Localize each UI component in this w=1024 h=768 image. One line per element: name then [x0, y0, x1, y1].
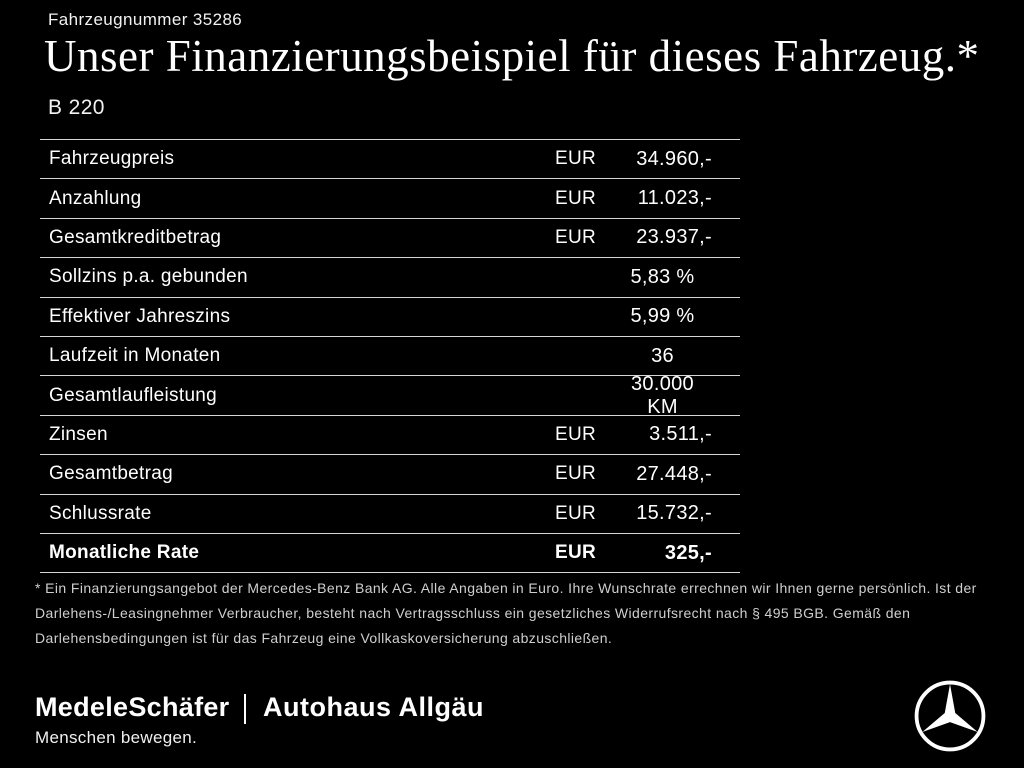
row-value: 36	[651, 344, 674, 367]
vehicle-model: B 220	[48, 96, 105, 119]
row-currency: EUR	[555, 423, 597, 445]
table-row: Sollzins p.a. gebunden 5,83 %	[40, 257, 740, 296]
row-value: 5,83 %	[630, 265, 695, 288]
table-row: Gesamtlaufleistung 30.000 KM	[40, 373, 740, 418]
row-currency: EUR	[555, 463, 597, 485]
row-label: Gesamtbetrag	[49, 463, 173, 485]
footer: MedeleSchäfer Menschen bewegen. Autohaus…	[35, 680, 1024, 762]
row-value: 15.732,-	[636, 502, 712, 525]
mercedes-star-icon	[914, 680, 986, 752]
row-currency: EUR	[555, 226, 597, 248]
table-row: Effektiver Jahreszins 5,99 %	[40, 296, 740, 336]
row-label: Laufzeit in Monaten	[49, 345, 221, 367]
row-value: 325,-	[664, 541, 712, 564]
dealer-tagline: Menschen bewegen.	[35, 728, 197, 747]
row-label: Gesamtkreditbetrag	[49, 226, 222, 248]
row-currency: EUR	[555, 148, 597, 170]
dealer-logo-autohaus-allgaeu: Autohaus Allgäu	[263, 692, 484, 722]
row-value: 30.000 KM	[631, 372, 694, 418]
row-currency: EUR	[555, 502, 597, 524]
row-label: Gesamtlaufleistung	[49, 384, 218, 406]
footer-divider	[244, 694, 246, 724]
row-label: Anzahlung	[49, 187, 142, 209]
row-currency: EUR	[555, 187, 597, 209]
row-label: Sollzins p.a. gebunden	[49, 266, 248, 288]
financing-table: Fahrzeugpreis EUR 34.960,- Anzahlung EUR 1…	[40, 139, 740, 574]
row-value: 27.448,-	[636, 462, 712, 485]
row-value: 23.937,-	[636, 226, 712, 249]
vehicle-number: Fahrzeugnummer 35286	[48, 10, 243, 29]
footnote: * Ein Finanzierungsangebot der Mercedes-…	[35, 580, 977, 646]
dealer-logo-medeleschaefer: MedeleSchäfer	[35, 692, 230, 722]
page-title: Unser Finanzierungsbeispiel für dieses F…	[44, 31, 980, 81]
row-label: Zinsen	[49, 423, 108, 445]
table-row: Anzahlung EUR 11.023,-	[40, 178, 740, 217]
table-row: Fahrzeugpreis EUR 34.960,-	[40, 139, 740, 178]
row-label: Effektiver Jahreszins	[49, 305, 231, 327]
table-row: Schlussrate EUR 15.732,-	[40, 493, 740, 533]
row-label: Schlussrate	[49, 502, 152, 524]
row-value: 3.511,-	[649, 423, 712, 446]
table-row: Laufzeit in Monaten 36	[40, 335, 740, 375]
row-value: 34.960,-	[636, 147, 712, 170]
row-value: 11.023,-	[637, 187, 712, 210]
row-value: 5,99 %	[630, 305, 695, 328]
row-currency: EUR	[555, 542, 597, 564]
row-label: Fahrzeugpreis	[49, 148, 175, 170]
row-label: Monatliche Rate	[49, 542, 200, 564]
table-row: Gesamtkreditbetrag EUR 23.937,-	[40, 217, 740, 257]
table-row-monthly-rate: Monatliche Rate EUR 325,-	[40, 532, 740, 574]
table-row: Zinsen EUR 3.511,-	[40, 414, 740, 454]
table-row: Gesamtbetrag EUR 27.448,-	[40, 454, 740, 493]
